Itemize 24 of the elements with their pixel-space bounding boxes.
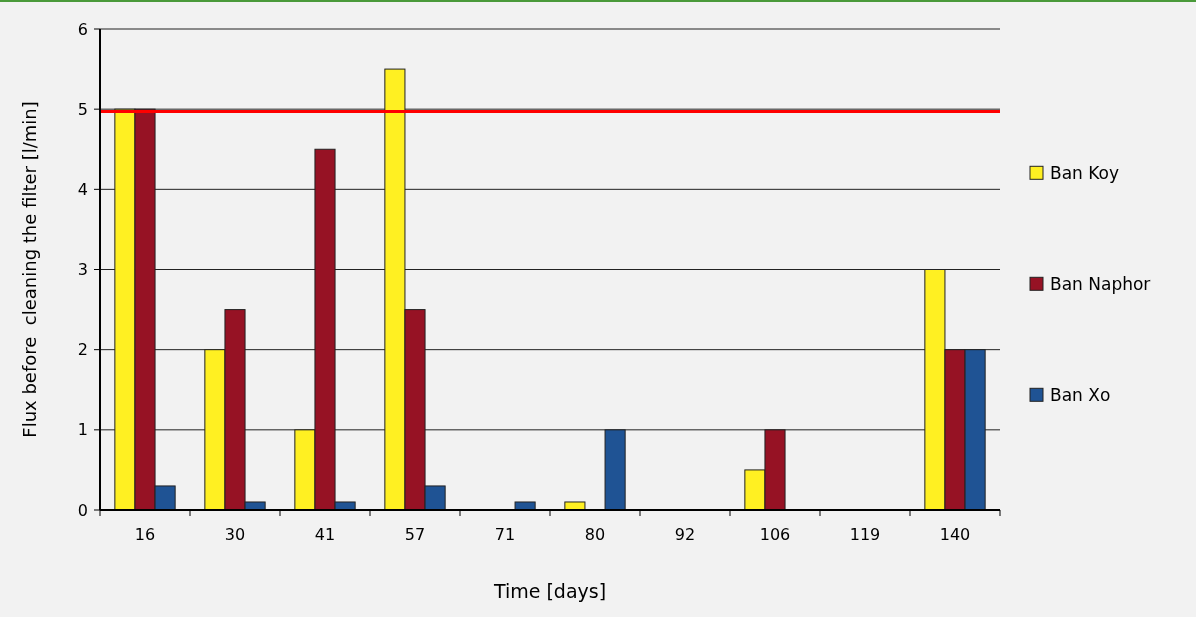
bar	[564, 501, 586, 511]
x-tick-label: 16	[134, 525, 156, 544]
y-tick-label: 5	[77, 99, 88, 119]
legend-label: Ban Naphor	[1050, 274, 1151, 295]
x-tick-label: 119	[849, 525, 881, 544]
y-tick-label: 4	[77, 179, 88, 199]
legend-label: Ban Koy	[1050, 163, 1120, 184]
legend-label: Ban Xo	[1050, 385, 1111, 406]
x-tick-label: 80	[584, 525, 606, 544]
y-tick-label: 0	[77, 500, 88, 520]
x-tick-label: 57	[404, 525, 426, 544]
x-tick-label: 106	[759, 525, 791, 544]
x-tick-label: 41	[314, 525, 336, 544]
y-tick-label: 1	[77, 420, 88, 440]
y-tick-label: 3	[77, 260, 88, 280]
x-tick-label: 92	[674, 525, 696, 544]
x-axis-title: Time [days]	[492, 580, 607, 602]
x-tick-label: 71	[494, 525, 516, 544]
y-axis-title: Flux before cleaning the filter [l/min]	[19, 101, 40, 438]
bar	[514, 501, 536, 511]
y-tick-label: 2	[77, 340, 88, 360]
y-tick-label: 6	[77, 19, 88, 39]
x-tick-label: 30	[224, 525, 246, 544]
x-tick-label: 140	[939, 525, 971, 544]
